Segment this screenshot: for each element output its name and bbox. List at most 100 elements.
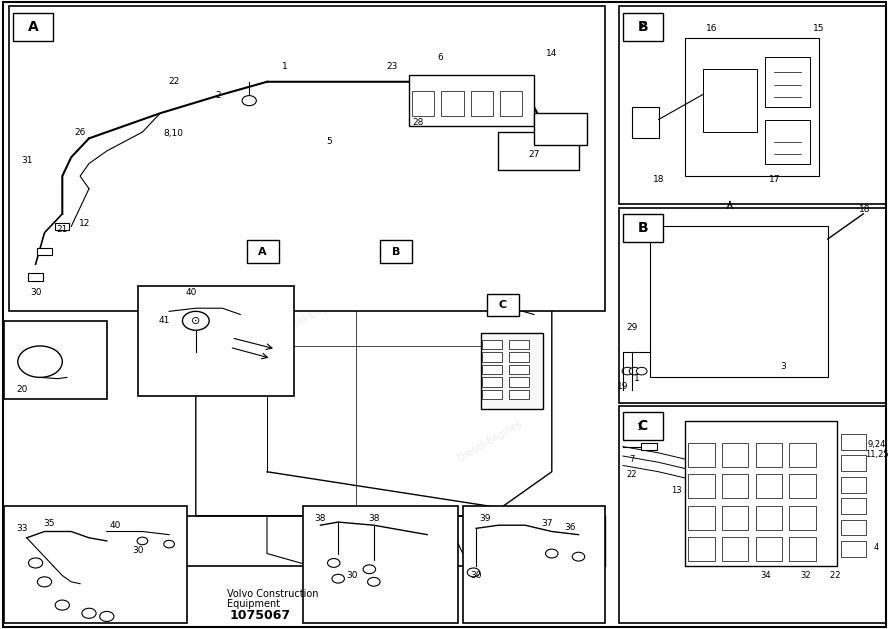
Bar [841, 455, 866, 471]
Bar [841, 434, 866, 450]
Bar [722, 506, 748, 530]
Text: 33: 33 [17, 524, 28, 533]
Text: 6: 6 [438, 53, 443, 62]
Bar [463, 506, 605, 623]
Bar [641, 443, 657, 450]
Text: 38: 38 [315, 515, 326, 523]
Circle shape [467, 568, 480, 577]
Text: Equipment: Equipment [227, 599, 280, 609]
Bar [722, 474, 748, 498]
Text: 19: 19 [618, 382, 628, 391]
Text: 12: 12 [79, 219, 90, 228]
Text: 7: 7 [629, 455, 635, 464]
Bar [688, 537, 715, 561]
Circle shape [546, 549, 558, 558]
Circle shape [100, 611, 114, 621]
Text: 22: 22 [830, 571, 843, 580]
Bar [623, 214, 663, 242]
Text: C: C [637, 420, 648, 433]
Text: Diesel-Engines: Diesel-Engines [278, 292, 345, 337]
Bar [789, 474, 816, 498]
Circle shape [368, 577, 380, 586]
Circle shape [629, 367, 640, 375]
Text: 38: 38 [368, 515, 379, 523]
Circle shape [636, 367, 647, 375]
Bar [623, 412, 663, 440]
Text: 30: 30 [471, 571, 481, 580]
Text: 14: 14 [546, 49, 557, 58]
Text: Diesel-Engines: Diesel-Engines [634, 103, 701, 148]
Text: 23: 23 [386, 62, 397, 70]
Text: Volvo Construction: Volvo Construction [227, 589, 319, 599]
Bar [471, 91, 493, 116]
Bar [509, 352, 529, 362]
Bar [789, 443, 816, 467]
Circle shape [572, 552, 585, 561]
Bar [756, 474, 782, 498]
Bar [482, 390, 502, 399]
Text: 40: 40 [186, 288, 197, 297]
Text: 29: 29 [627, 323, 637, 331]
Bar [685, 38, 819, 176]
Bar [688, 506, 715, 530]
Bar [482, 352, 502, 362]
Text: 36: 36 [564, 523, 575, 532]
Text: 22: 22 [627, 470, 637, 479]
Bar [619, 208, 886, 403]
Text: 20: 20 [17, 386, 28, 394]
Bar [650, 226, 828, 377]
Text: 1: 1 [282, 62, 287, 70]
Text: 27: 27 [529, 150, 539, 159]
Bar [688, 443, 715, 467]
Bar [756, 443, 782, 467]
Bar [632, 107, 659, 138]
Bar [247, 240, 279, 263]
Bar [685, 421, 837, 566]
Bar [841, 477, 866, 493]
Text: 30: 30 [346, 571, 357, 580]
Bar [482, 340, 502, 349]
Bar [481, 333, 543, 409]
Bar [765, 57, 810, 107]
Text: 22: 22 [168, 77, 179, 86]
Text: 3: 3 [781, 362, 786, 370]
Circle shape [82, 608, 96, 618]
Text: 15: 15 [813, 24, 824, 33]
Text: Diesel-Engines: Diesel-Engines [634, 260, 701, 306]
Text: 26: 26 [75, 128, 85, 136]
Bar [482, 365, 502, 374]
Text: 1: 1 [636, 423, 642, 432]
Text: 8,10: 8,10 [164, 129, 183, 138]
Circle shape [37, 577, 52, 587]
Text: 40: 40 [110, 521, 121, 530]
Text: ⊙: ⊙ [191, 316, 200, 326]
Circle shape [28, 558, 43, 568]
Text: 35: 35 [44, 519, 54, 528]
Bar [380, 240, 412, 263]
Text: 4: 4 [874, 543, 879, 552]
Bar [441, 91, 464, 116]
Bar [509, 377, 529, 387]
Text: C: C [498, 300, 507, 310]
Text: 28: 28 [413, 118, 424, 127]
Text: 30: 30 [30, 288, 41, 297]
Text: 16: 16 [707, 24, 717, 33]
Circle shape [328, 559, 340, 567]
Circle shape [363, 565, 376, 574]
Circle shape [622, 367, 633, 375]
Bar [534, 113, 587, 145]
Circle shape [18, 346, 62, 377]
Bar [619, 6, 886, 204]
Text: 5: 5 [327, 137, 332, 146]
Text: Diesel-Engines: Diesel-Engines [126, 153, 194, 199]
Text: 34: 34 [760, 571, 771, 580]
Bar [412, 91, 434, 116]
Circle shape [164, 540, 174, 548]
Text: B: B [637, 221, 648, 235]
Text: 31: 31 [21, 156, 32, 165]
Text: 37: 37 [542, 519, 553, 528]
Bar [138, 286, 294, 396]
Text: 39: 39 [480, 515, 490, 523]
Circle shape [137, 537, 148, 545]
Bar [303, 506, 458, 623]
